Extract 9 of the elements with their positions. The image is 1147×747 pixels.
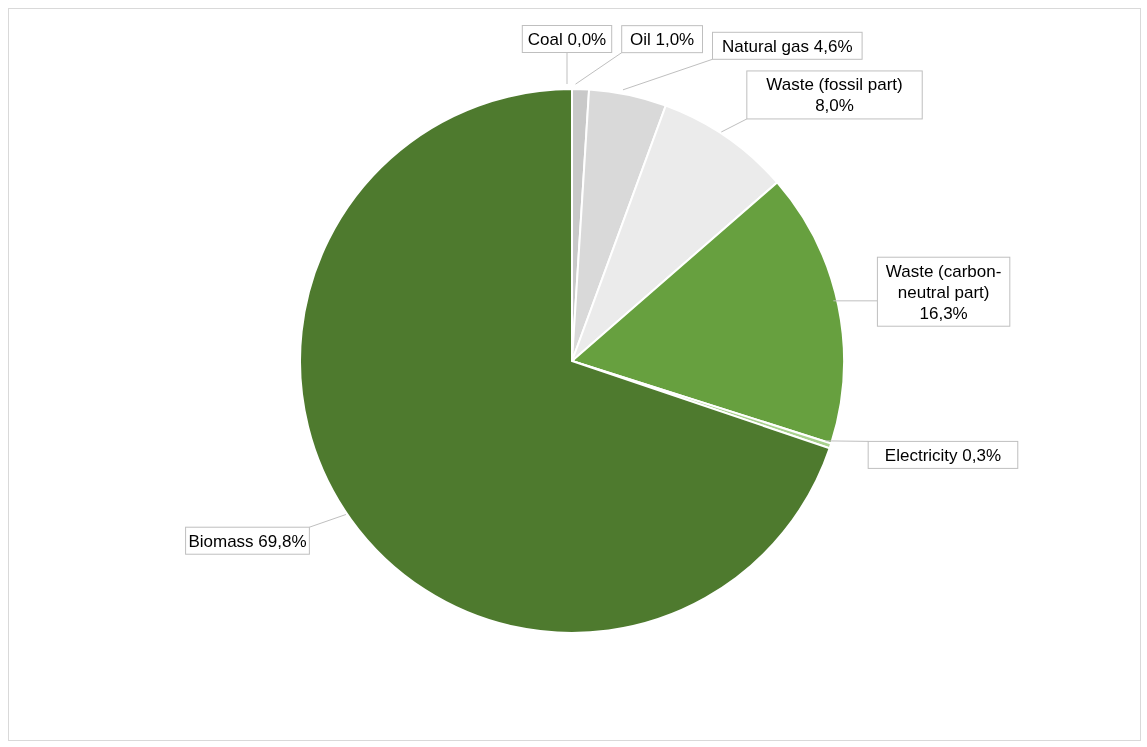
slice-label: Natural gas 4,6% [722,36,853,56]
slice-label: Oil 1,0% [629,30,695,50]
slice-label: Biomass 69,8% [188,531,307,551]
slice-label: Electricity 0,3% [884,445,1002,465]
data-label: 8,0% [815,96,854,116]
slice-label: Waste (carbon-neutral part) [885,261,1002,302]
category-label: Coal 0,0% [527,29,607,49]
data-label: 16,3% [919,303,968,323]
slice-label: Waste (fossil part) [766,75,903,95]
